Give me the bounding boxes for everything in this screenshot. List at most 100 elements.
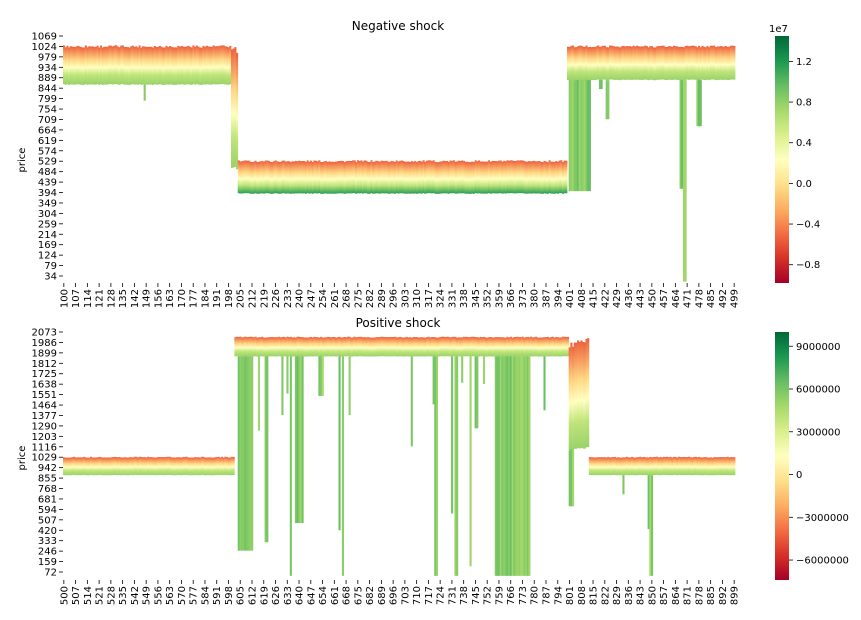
heatmap-column [528, 161, 531, 194]
heatmap-column [551, 161, 554, 194]
heatmap-column [130, 457, 133, 476]
heatmap-column [83, 47, 86, 85]
heatmap-column [533, 160, 536, 194]
heatmap-column [610, 457, 613, 476]
heatmap-column [464, 161, 467, 194]
heatmap-column [429, 160, 432, 194]
heatmap-column [441, 336, 444, 357]
heatmap-column [672, 45, 675, 80]
heatmap-column [331, 336, 334, 357]
heatmap-column [160, 46, 163, 85]
heatmap-column [578, 45, 581, 80]
heatmap-column [728, 46, 731, 80]
depth-bar [496, 356, 499, 576]
x-tick-label: 577 [189, 586, 200, 605]
y-tick-label: 979 [38, 52, 57, 63]
heatmap-column [640, 457, 643, 476]
heatmap-column [101, 457, 104, 476]
depth-bar [239, 356, 242, 551]
heatmap-column [293, 337, 296, 357]
chart-title: Negative shock [352, 19, 444, 33]
heatmap-column [709, 45, 712, 80]
heatmap-column [567, 336, 570, 357]
heatmap-column [162, 457, 165, 476]
x-tick-label: 815 [589, 586, 600, 605]
heatmap-column [662, 456, 665, 475]
heatmap-column [309, 336, 313, 357]
x-tick-label: 359 [494, 289, 505, 308]
heatmap-column [299, 161, 302, 194]
heatmap-column [452, 336, 455, 357]
heatmap-column [355, 337, 358, 357]
heatmap-column [383, 161, 386, 194]
heatmap-column [84, 45, 87, 85]
heatmap-column [723, 457, 726, 476]
heatmap-column [565, 160, 568, 194]
heatmap-column [617, 457, 620, 476]
depth-bar [264, 356, 267, 543]
heatmap-column [625, 46, 628, 80]
heatmap-column [81, 47, 84, 85]
heatmap-column [106, 46, 109, 85]
depth-bar [246, 356, 249, 551]
heatmap-column [593, 457, 596, 476]
colorbar-tick-label: −3000000 [796, 513, 849, 524]
heatmap-column [204, 457, 207, 476]
heatmap-column [106, 457, 109, 476]
heatmap-column [101, 47, 104, 85]
heatmap-column [461, 160, 464, 194]
heatmap-column [699, 457, 702, 476]
y-axis-label: price [17, 148, 28, 173]
depth-bar [511, 356, 514, 576]
heatmap-column [197, 46, 200, 85]
colorbar-exponent: 1e7 [769, 24, 788, 35]
heatmap-column [609, 45, 612, 80]
heatmap-column [667, 457, 670, 476]
depth-bar [504, 356, 507, 576]
heatmap-column [145, 457, 148, 476]
heatmap-column [133, 456, 136, 475]
y-tick-label: 1986 [32, 338, 57, 349]
heatmap-column [483, 161, 486, 194]
heatmap-column [419, 337, 422, 357]
heatmap-column [385, 337, 388, 357]
heatmap-column [121, 457, 124, 476]
depth-bar [514, 356, 517, 576]
y-tick-label: 664 [38, 125, 57, 136]
heatmap-column [136, 47, 139, 85]
heatmap-column [551, 336, 554, 357]
heatmap-column [281, 160, 284, 194]
heatmap-column [605, 47, 608, 81]
heatmap-column [165, 456, 168, 475]
x-tick-label: 471 [683, 289, 694, 308]
heatmap-column [407, 161, 410, 194]
x-tick-label: 254 [318, 289, 329, 308]
heatmap-column [548, 160, 551, 194]
x-tick-label: 380 [530, 289, 541, 308]
heatmap-column [385, 160, 388, 194]
heatmap-column [209, 457, 212, 476]
heatmap-column [573, 342, 576, 449]
heatmap-column [313, 160, 316, 194]
heatmap-column [642, 46, 645, 80]
heatmap-column [503, 337, 506, 357]
heatmap-column [180, 457, 183, 476]
y-tick-label: 1290 [32, 421, 57, 432]
depth-bar [696, 80, 699, 127]
heatmap-column [157, 46, 160, 85]
y-tick-label: 394 [38, 188, 57, 199]
heatmap-column [493, 160, 496, 194]
heatmap-column [561, 336, 565, 357]
heatmap-column [590, 457, 593, 476]
heatmap-column [651, 457, 654, 476]
heatmap-column [267, 160, 271, 194]
heatmap-column [375, 337, 378, 357]
x-tick-label: 443 [636, 289, 647, 308]
heatmap-column [435, 337, 439, 357]
x-tick-label: 478 [694, 289, 705, 308]
heatmap-column [676, 457, 679, 476]
x-tick-label: 640 [295, 586, 306, 605]
heatmap-column [267, 337, 271, 357]
x-tick-label: 892 [718, 586, 729, 605]
heatmap-column [276, 161, 279, 194]
